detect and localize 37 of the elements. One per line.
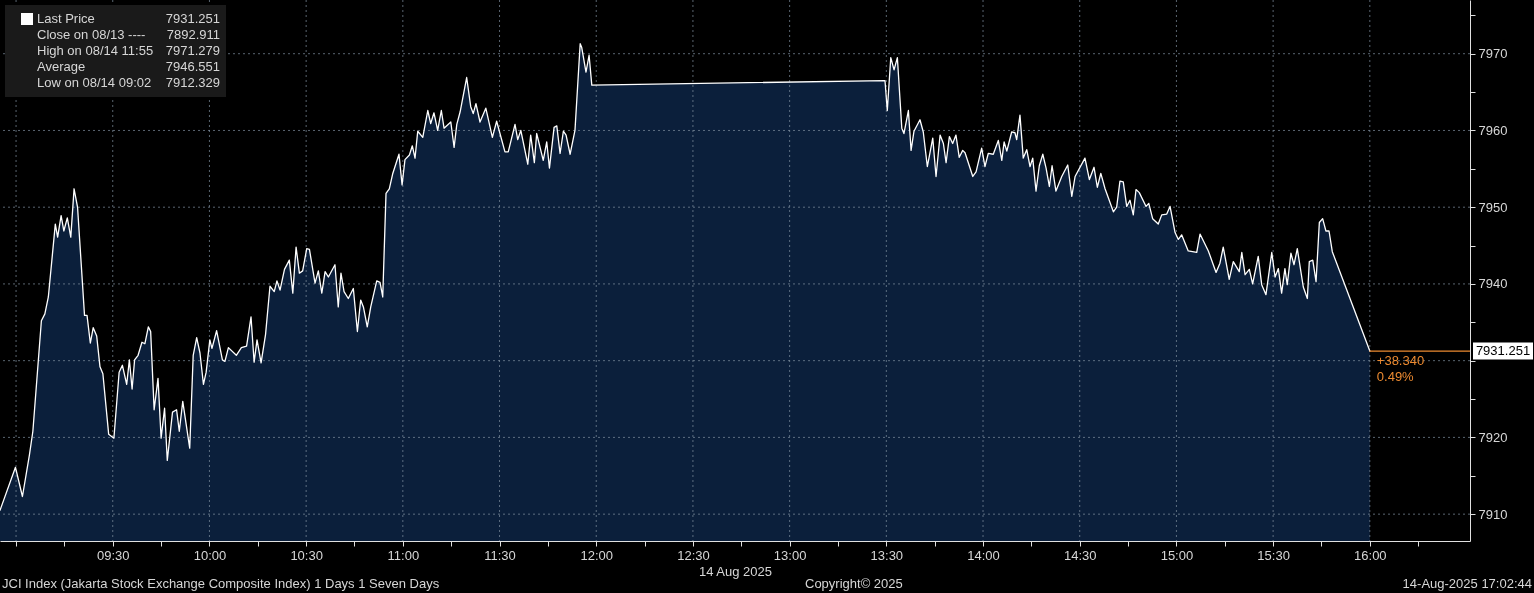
data-label: 7931.251 [1475,343,1531,359]
annotation: 7971.279 [165,43,220,58]
annotation: 7892.911 [166,27,220,42]
x-tick-label: 13:30 [870,547,904,563]
x-tick-label: 13:00 [773,547,807,563]
x-tick-label: 15:30 [1257,547,1290,563]
y-tick-label: 7920 [1478,429,1508,445]
x-tick-label: 14:30 [1063,547,1097,563]
annotation: High on 08/14 11:55 [37,43,154,58]
x-tick-label: 11:30 [484,547,516,563]
annotation: Close on 08/13 ---- [37,27,146,42]
x-tick-label: 14:00 [967,547,1000,563]
x-tick-label: 15:00 [1160,547,1194,563]
x-tick-label: 10:30 [290,547,323,563]
x-tick-label: 09:30 [96,547,130,563]
y-tick-label: 7950 [1478,199,1508,215]
annotation: 0.49% [1376,369,1415,385]
x-tick-label: 12:30 [677,547,710,563]
x-tick-label: 16:00 [1354,547,1387,563]
x-axis-title: 14 Aug 2025 [698,563,773,579]
annotation: Low on 08/14 09:02 [37,75,152,90]
text: JCI Index (Jakarta Stock Exchange Composite Index) 1 Days 1 Seven Days [2,576,440,591]
x-tick-label: 10:00 [193,547,227,563]
annotation: 7946.551 [165,59,220,74]
text: Copyright© 2025 [805,576,903,591]
y-tick-label: 7940 [1478,276,1508,292]
annotation: 7931.251 [165,11,220,26]
y-tick-label: 7910 [1478,506,1508,522]
x-tick-label: 11:00 [387,547,420,563]
y-tick-label: 7960 [1478,122,1508,138]
annotation: 7912.329 [165,75,220,90]
x-tick-label: 12:00 [580,547,614,563]
annotation: +38.340 [1376,353,1425,369]
y-tick-label: 7970 [1478,46,1508,62]
annotation: Average [37,59,86,74]
text: 14-Aug-2025 17:02:44 [1402,576,1532,591]
legend-label: Last Price [37,11,95,26]
